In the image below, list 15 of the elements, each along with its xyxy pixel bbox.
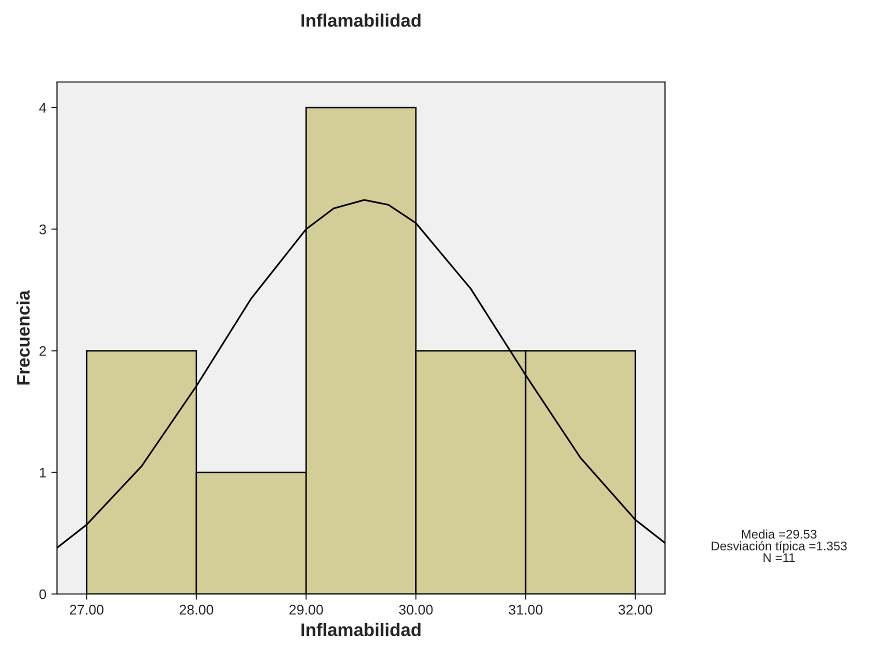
y-tick-label: 4 xyxy=(39,103,46,113)
y-axis-title: Frecuencia xyxy=(16,290,30,384)
x-tick-label: 29.00 xyxy=(289,604,323,615)
y-tick-label: 1 xyxy=(40,468,46,478)
x-axis-title: Inflamabilidad xyxy=(302,622,421,636)
text: Media =29.53 Desviación típica =1.353 N =11 xyxy=(712,529,847,562)
x-tick-label: 27.00 xyxy=(70,604,104,615)
y-tick-label: 2 xyxy=(40,346,46,356)
x-tick-label: 32.00 xyxy=(618,604,652,615)
x-tick-label: 28.00 xyxy=(180,604,214,615)
y-tick-label: 3 xyxy=(39,224,46,234)
chart-title: Inflamabilidad xyxy=(302,14,421,27)
y-tick-label: 0 xyxy=(39,589,46,600)
x-tick-label: 30.00 xyxy=(399,604,433,615)
x-tick-label: 31.00 xyxy=(508,604,542,615)
